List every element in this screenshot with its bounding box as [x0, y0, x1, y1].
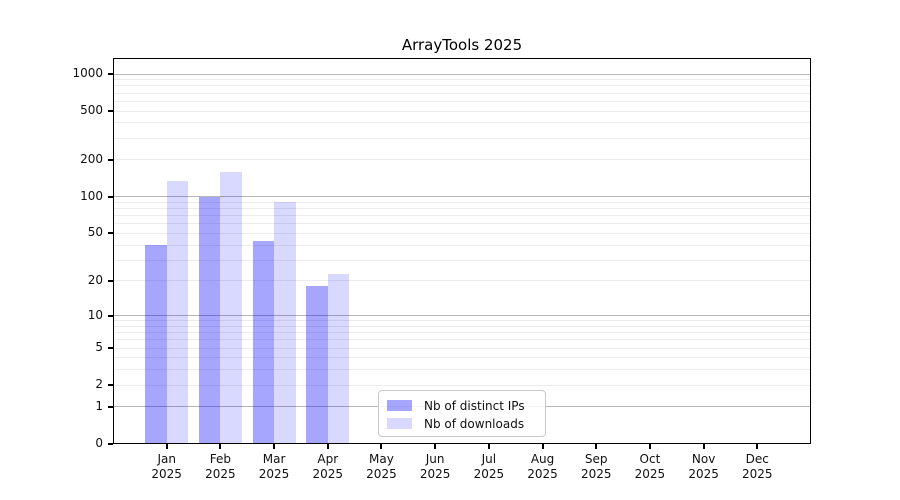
gridline-minor — [113, 201, 811, 203]
x-tick-label: Apr 2025 — [312, 452, 344, 481]
x-tick — [326, 444, 329, 449]
x-tick-label: Nov 2025 — [688, 452, 719, 481]
gridline-minor — [113, 259, 811, 261]
y-tick-label: 0 — [95, 436, 103, 450]
bar-downloads-apr — [327, 273, 350, 444]
gridline-major — [113, 73, 811, 75]
y-tick — [108, 314, 113, 317]
y-tick — [108, 443, 113, 445]
gridline-minor — [113, 110, 811, 112]
y-tick — [108, 232, 113, 235]
y-tick-label: 1000 — [72, 66, 103, 80]
plot-frame — [113, 58, 811, 444]
y-tick — [108, 347, 113, 350]
gridline-minor — [113, 223, 811, 225]
gridline-minor — [113, 100, 811, 102]
y-tick — [108, 405, 113, 408]
bar-downloads-mar — [274, 202, 296, 444]
bar-downloads-feb — [220, 171, 242, 444]
x-tick — [702, 444, 705, 449]
gridline-minor — [113, 339, 811, 341]
x-tick — [541, 444, 544, 449]
gridline-minor — [113, 384, 811, 386]
legend-swatch-distinct-ips — [387, 400, 412, 411]
gridline-minor — [113, 215, 811, 217]
gridline-minor — [113, 122, 811, 124]
y-tick — [108, 73, 113, 75]
y-tick-label: 2 — [95, 377, 103, 392]
y-tick-label: 500 — [80, 103, 103, 118]
gridline-minor — [113, 85, 811, 87]
legend-entry-downloads: Nb of downloads — [387, 415, 545, 432]
x-tick-label: Jun 2025 — [419, 452, 451, 481]
y-tick-label: 20 — [87, 272, 103, 287]
x-tick — [648, 444, 651, 449]
y-tick-label: 10 — [87, 307, 103, 322]
gridline-minor — [113, 332, 811, 334]
x-tick — [487, 444, 490, 449]
bar-distinct-ips-jan — [145, 245, 167, 444]
legend-entry-distinct-ips: Nb of distinct IPs — [387, 397, 545, 414]
gridline-minor — [113, 159, 811, 161]
gridline-minor — [113, 79, 811, 81]
y-tick-label: 200 — [80, 151, 103, 166]
gridline-major — [113, 315, 811, 317]
x-tick — [273, 444, 276, 449]
legend-label-downloads: Nb of downloads — [424, 416, 525, 431]
x-tick-label: Oct 2025 — [634, 452, 666, 481]
gridline-minor — [113, 208, 811, 210]
x-tick-label: Jan 2025 — [151, 452, 182, 481]
x-tick-label: Feb 2025 — [205, 452, 236, 481]
x-tick — [219, 444, 222, 449]
x-tick-label: Dec 2025 — [742, 452, 773, 481]
gridline-minor — [113, 244, 811, 246]
gridline-minor — [113, 232, 811, 234]
y-tick — [108, 195, 113, 198]
bar-distinct-ips-feb — [198, 196, 221, 444]
legend-label-distinct-ips: Nb of distinct IPs — [424, 398, 525, 413]
x-tick — [756, 444, 759, 449]
chart-title: ArrayTools 2025 — [401, 36, 523, 54]
gridline-minor — [113, 347, 811, 349]
y-tick-label: 50 — [87, 225, 103, 240]
y-tick — [108, 110, 113, 113]
gridline-minor — [113, 369, 811, 371]
x-tick-label: Sep 2025 — [580, 452, 612, 481]
bar-distinct-ips-mar — [252, 241, 275, 444]
x-tick-label: Jul 2025 — [473, 452, 505, 481]
x-tick — [434, 444, 437, 449]
x-tick — [380, 444, 383, 449]
gridline-minor — [113, 320, 811, 322]
x-tick-label: Aug 2025 — [527, 452, 558, 481]
gridline-minor — [113, 280, 811, 282]
y-tick — [108, 158, 113, 161]
y-tick-label: 1 — [95, 398, 103, 413]
x-tick — [595, 444, 598, 449]
gridline-minor — [113, 357, 811, 359]
y-tick-label: 5 — [95, 340, 103, 355]
x-tick-label: May 2025 — [366, 452, 397, 481]
y-tick-label: 100 — [80, 188, 103, 203]
legend-swatch-downloads — [387, 418, 412, 429]
gridline-minor — [113, 92, 811, 94]
legend: Nb of distinct IPs Nb of downloads — [378, 390, 546, 437]
gridline-minor — [113, 325, 811, 327]
gridline-major — [113, 196, 811, 198]
x-tick — [165, 444, 168, 449]
y-tick — [108, 384, 113, 387]
bar-downloads-jan — [166, 180, 189, 444]
gridline-minor — [113, 137, 811, 139]
y-tick — [108, 279, 113, 282]
x-tick-label: Mar 2025 — [258, 452, 290, 481]
bar-distinct-ips-apr — [306, 286, 328, 444]
